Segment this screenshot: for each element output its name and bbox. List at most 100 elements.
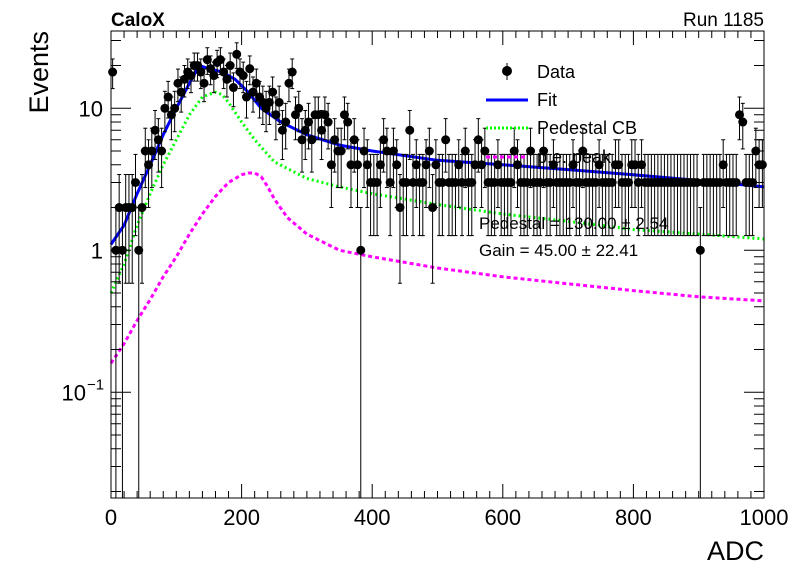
- data-point: [153, 118, 163, 173]
- data-marker: [522, 178, 532, 188]
- data-point: [336, 127, 346, 189]
- data-marker: [591, 178, 601, 188]
- data-marker: [281, 117, 291, 127]
- data-point: [219, 58, 229, 90]
- data-marker: [692, 178, 702, 188]
- data-point: [281, 102, 291, 150]
- data-marker: [225, 61, 235, 71]
- data-point: [343, 102, 353, 150]
- data-point: [637, 139, 647, 209]
- data-point: [568, 139, 578, 209]
- data-marker: [470, 160, 480, 170]
- data-marker: [633, 178, 643, 188]
- data-point: [147, 127, 157, 189]
- data-marker: [548, 160, 558, 170]
- data-point: [428, 174, 438, 284]
- data-point: [317, 109, 327, 161]
- data-point: [173, 68, 183, 103]
- data-marker: [526, 146, 536, 156]
- data-marker: [330, 135, 340, 145]
- data-marker: [346, 160, 356, 170]
- data-marker: [411, 160, 421, 170]
- data-marker: [512, 160, 522, 170]
- data-point: [140, 127, 150, 189]
- data-marker: [718, 160, 728, 170]
- x-tick-label: 800: [615, 505, 652, 530]
- data-marker: [490, 178, 500, 188]
- data-point: [614, 139, 624, 209]
- data-marker: [173, 78, 183, 88]
- data-point: [480, 127, 490, 189]
- data-marker: [379, 135, 389, 145]
- data-marker: [594, 160, 604, 170]
- data-point: [274, 85, 284, 126]
- data-marker: [382, 146, 392, 156]
- data-marker: [695, 245, 705, 255]
- data-point: [454, 139, 464, 209]
- fit-curve: [109, 64, 765, 246]
- data-point: [372, 153, 382, 237]
- data-point: [320, 96, 330, 141]
- data-marker: [307, 135, 317, 145]
- data-marker: [372, 178, 382, 188]
- data-marker: [731, 178, 741, 188]
- y-axis-label: Events: [24, 31, 54, 114]
- data-marker: [326, 160, 336, 170]
- data-marker: [160, 103, 170, 113]
- data-point: [467, 153, 477, 237]
- data-marker: [163, 92, 173, 102]
- legend-entry-pedestal: Pedestal CB: [486, 118, 637, 138]
- data-marker: [196, 67, 206, 77]
- data-point: [411, 139, 421, 209]
- data-point: [715, 153, 725, 237]
- data-marker: [450, 178, 460, 188]
- data-points: [108, 42, 767, 498]
- x-tick-label: 0: [105, 505, 117, 530]
- data-point: [196, 58, 206, 90]
- data-point: [431, 139, 441, 209]
- data-point: [731, 153, 741, 237]
- data-marker: [467, 178, 477, 188]
- data-marker: [385, 178, 395, 188]
- data-marker: [320, 110, 330, 120]
- data-point: [137, 174, 147, 284]
- data-point: [150, 109, 160, 161]
- legend-marker-data: [502, 66, 512, 76]
- data-marker: [130, 178, 140, 188]
- data-marker: [509, 146, 519, 156]
- data-point: [738, 102, 748, 150]
- data-point: [506, 153, 516, 237]
- data-point: [526, 127, 536, 189]
- data-marker: [248, 87, 258, 97]
- data-point: [127, 174, 137, 284]
- data-point: [238, 61, 248, 94]
- data-point: [130, 153, 140, 237]
- data-marker: [277, 125, 287, 135]
- data-marker: [215, 55, 225, 65]
- data-point: [493, 139, 503, 209]
- data-marker: [715, 178, 725, 188]
- data-point: [225, 52, 235, 82]
- data-point: [307, 118, 317, 173]
- data-point: [346, 139, 356, 209]
- data-marker: [401, 178, 411, 188]
- legend-label-pe-peak: p.e. peak: [537, 147, 612, 167]
- data-marker: [539, 146, 549, 156]
- data-point: [379, 118, 389, 173]
- data-point: [539, 127, 549, 189]
- y-tick-label: 10: [62, 380, 86, 405]
- data-point: [692, 153, 702, 237]
- data-point: [199, 68, 209, 103]
- data-marker: [473, 135, 483, 145]
- data-marker: [748, 178, 758, 188]
- data-marker: [304, 117, 314, 127]
- legend-label-pedestal: Pedestal CB: [537, 118, 637, 138]
- legend-label-data: Data: [537, 62, 576, 82]
- data-point: [206, 55, 216, 86]
- data-marker: [199, 78, 209, 88]
- data-point: [594, 139, 604, 209]
- data-point: [326, 139, 336, 209]
- data-marker: [323, 117, 333, 127]
- data-marker: [206, 64, 216, 74]
